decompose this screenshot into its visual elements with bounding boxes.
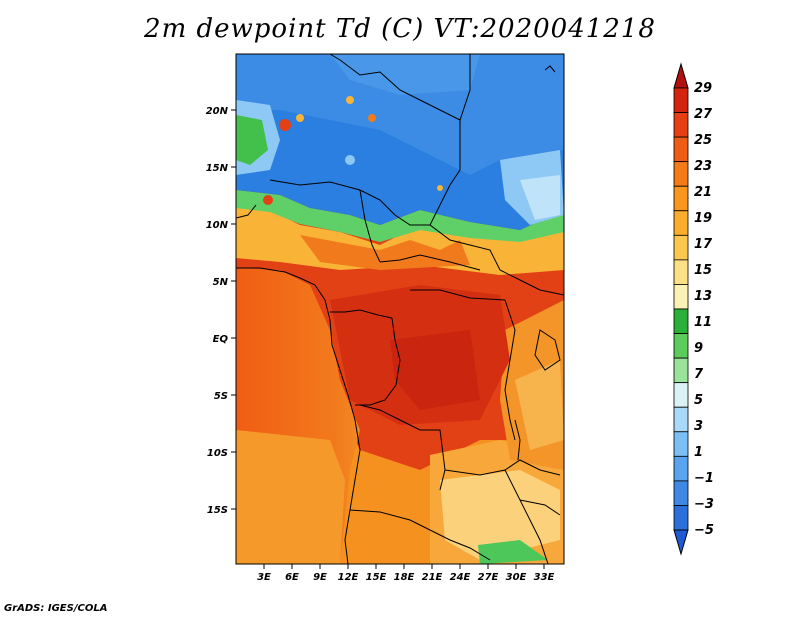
dewpoint-field [236,54,564,564]
colorbar-bottom-triangle [673,529,689,556]
political-boundaries [236,54,564,564]
longitude-axis: 3E 6E 9E 12E 15E 18E 21E 24E 27E 30E 33E [257,564,555,583]
colorbar-segment [673,308,689,334]
lon-label: 24E [450,572,471,583]
colorbar-label: 15 [694,263,712,278]
latitude-axis: 20N 15N 10N 5N EQ 5S 10S 15S [206,106,236,516]
lat-label: 15N [206,163,229,174]
north-warm-speck [346,96,354,104]
lon-label: 15E [366,572,387,583]
colorbar-label: 25 [694,133,712,148]
sahara-north-region [236,54,564,175]
lon-label: 6E [285,572,299,583]
lon-label: 9E [313,572,327,583]
colorbar: 29 27 25 23 21 19 17 15 13 11 9 7 5 3 1 −1 −3 −5 [673,62,714,556]
colorbar-segment [673,333,689,359]
lon-label: 3E [257,572,271,583]
colorbar-label: 11 [694,315,712,330]
congo-basin-core [390,330,480,410]
colorbar-label: 13 [694,289,712,304]
colorbar-segment [673,87,689,113]
east-highlands-light [515,360,564,450]
colorbar-segment [673,259,689,285]
colorbar-segment [673,431,689,457]
lon-label: 27E [478,572,499,583]
lat-label: 20N [206,106,229,117]
sahel-green-band [236,190,564,242]
lat-label: EQ [213,334,229,345]
southern-green-patch [478,540,548,564]
colorbar-segment [673,112,689,138]
northwest-green-patch [236,115,268,165]
colorbar-label: 23 [694,159,712,174]
lon-label: 18E [394,572,415,583]
lat-label: 10N [206,220,229,231]
colorbar-label: 1 [694,445,703,460]
colorbar-segment [673,210,689,236]
chart-title: 2m dewpoint Td (C) VT:2020041218 [144,14,656,44]
lon-label: 12E [338,572,359,583]
colorbar-segment [673,185,689,212]
north-warm-speck [437,185,443,191]
lat-label: 5N [213,277,229,288]
north-warm-speck [368,114,376,122]
colorbar-label: 27 [694,107,713,122]
north-warm-speck [263,195,273,205]
colorbar-segment [673,382,689,408]
colorbar-label: −3 [694,497,714,512]
lat-label: 15S [207,505,228,516]
lat-label: 10S [207,448,228,459]
lon-label: 21E [422,572,443,583]
colorbar-segment [673,136,689,163]
colorbar-top-triangle [673,62,689,89]
colorbar-label: 19 [694,211,712,226]
north-warm-speck [296,114,304,122]
sahara-lighter-patch [330,54,480,95]
grads-credit: GrADS: IGES/COLA [4,603,108,614]
colorbar-label: −1 [694,471,714,486]
colorbar-label: 3 [694,419,703,434]
colorbar-segment [673,455,689,482]
colorbar-label: 29 [694,81,712,96]
colorbar-segment [673,284,689,310]
lat-label: 5S [214,391,228,402]
colorbar-segment [673,505,689,531]
colorbar-label: 21 [694,185,712,200]
sahel-orange-band [300,235,470,270]
north-light-speck [345,155,355,165]
colorbar-segment [673,161,689,187]
colorbar-label: 7 [694,367,704,382]
colorbar-segment [673,357,689,384]
lon-label: 33E [534,572,555,583]
colorbar-segment [673,480,689,506]
colorbar-label: −5 [694,523,714,538]
northeast-lighter-blue [520,175,560,220]
colorbar-segment [673,234,689,261]
lon-label: 30E [506,572,527,583]
colorbar-label: 5 [694,393,703,408]
southern-yellow-region [440,470,560,560]
north-warm-speck [279,119,291,131]
map-frame [235,53,565,565]
colorbar-label: 17 [694,237,713,252]
colorbar-segment [673,406,689,433]
colorbar-label: 9 [694,341,703,356]
south-atlantic-region [236,430,345,564]
